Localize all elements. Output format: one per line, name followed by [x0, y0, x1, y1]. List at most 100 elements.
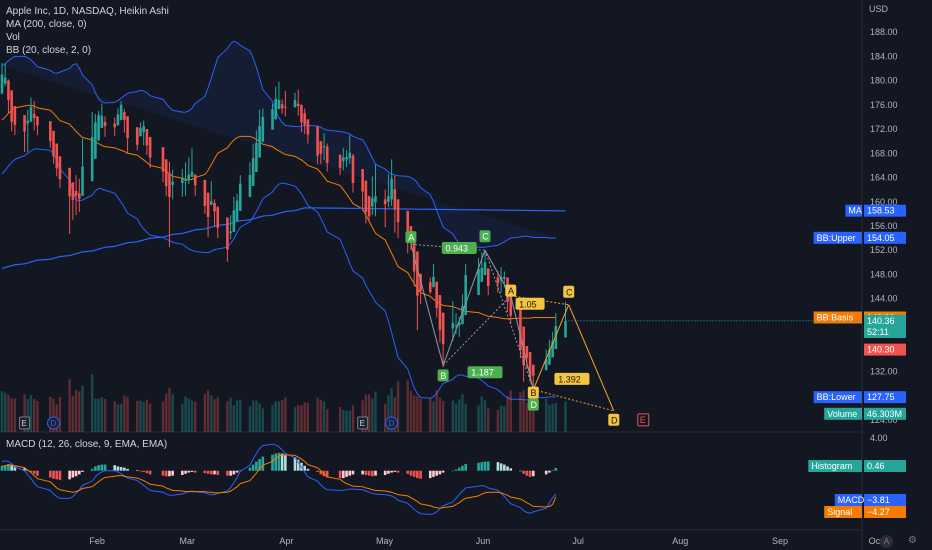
pattern-point-label: E	[640, 415, 646, 425]
macd-histogram-bar	[338, 470, 342, 479]
macd-histogram-bar	[454, 469, 458, 471]
macd-histogram-bar	[364, 470, 368, 476]
bb-lower-line	[1, 148, 556, 401]
volume-bar	[528, 402, 532, 432]
macd-histogram-bar	[383, 470, 387, 476]
candle-body	[193, 174, 197, 186]
ma-indicator-label[interactable]: MA (200, close, 0)	[6, 19, 87, 30]
volume-bar	[187, 398, 190, 432]
macd-badge-value-bg	[864, 506, 906, 518]
ratio-label: 1.392	[558, 374, 581, 384]
time-tick-label: Sep	[772, 536, 788, 546]
volume-bar	[297, 404, 300, 432]
price-badge-label-bg	[845, 204, 862, 217]
macd-line	[1, 443, 557, 515]
candle-body	[528, 352, 532, 378]
macd-histogram-bar	[303, 465, 306, 471]
volume-bar	[126, 396, 129, 432]
volume-bar	[409, 391, 413, 432]
price-badge-label: Volume	[827, 409, 857, 419]
volume-bar	[29, 395, 33, 432]
macd-badge-value-bg	[864, 460, 906, 472]
candle-body	[483, 262, 487, 276]
volume-bar	[271, 404, 274, 432]
volume-bar	[74, 389, 78, 432]
volume-bar	[519, 392, 522, 432]
macd-histogram-bar	[483, 461, 487, 471]
earnings-marker-bg	[19, 416, 31, 430]
volume-bar	[52, 398, 55, 432]
gear-icon[interactable]: ⚙	[908, 535, 917, 546]
candle-body	[544, 359, 548, 371]
macd-histogram-bar	[49, 470, 52, 478]
candle-body	[248, 175, 252, 197]
volume-bar	[136, 400, 139, 432]
candle-body	[284, 106, 287, 108]
candle-body	[293, 99, 297, 108]
price-badge-value-bg	[864, 326, 906, 339]
volume-indicator-label[interactable]: Vol	[6, 32, 20, 43]
volume-bar	[371, 398, 374, 432]
price-tick-label: 124.00	[870, 415, 898, 425]
price-tick-label: 176.00	[870, 100, 898, 110]
pattern-point-label: D	[531, 400, 538, 410]
macd-histogram-bar	[499, 463, 503, 471]
volume-bar	[181, 403, 184, 432]
candle-body	[428, 282, 432, 293]
candle-body	[451, 322, 455, 329]
macd-histogram-bar	[532, 470, 535, 477]
volume-bar	[435, 390, 438, 432]
candle-body	[374, 196, 377, 203]
macd-histogram-bar	[284, 455, 287, 471]
volume-bar	[232, 405, 236, 432]
macd-histogram-bar	[277, 452, 281, 471]
bb-indicator-label[interactable]: BB (20, close, 2, 0)	[6, 45, 92, 56]
macd-histogram-bar	[68, 470, 71, 480]
macd-histogram-bar	[325, 470, 329, 478]
symbol-title[interactable]: Apple Inc, 1D, NASDAQ, Heikin Ashi	[6, 6, 169, 17]
volume-bar	[390, 388, 393, 432]
ratio-label: 0.943	[445, 244, 468, 254]
candle-body	[187, 174, 191, 180]
macd-badge-label-bg	[808, 460, 862, 472]
price-badge-value: 140.30	[867, 345, 895, 355]
macd-histogram-bar	[319, 470, 323, 475]
candle-body	[97, 115, 100, 141]
macd-indicator-label[interactable]: MACD (12, 26, close, 9, EMA, EMA)	[6, 439, 168, 450]
candle-body	[496, 277, 500, 284]
pattern-ratio-line	[484, 250, 534, 390]
volume-bar	[367, 394, 371, 432]
macd-histogram-bar	[548, 470, 551, 473]
candle-body	[477, 269, 480, 296]
price-badge-label-bg	[824, 407, 862, 420]
macd-histogram-bar	[496, 462, 500, 471]
price-badge-value-bg	[864, 314, 906, 327]
price-badge-label-bg	[813, 311, 862, 324]
volume-bar	[145, 399, 149, 432]
candle-body	[412, 232, 416, 272]
candle-body	[123, 112, 126, 120]
volume-bar	[383, 403, 387, 432]
macd-histogram-bar	[393, 470, 397, 472]
volume-bar	[100, 397, 104, 432]
volume-bar	[103, 398, 107, 432]
pattern-point-label-bg	[637, 413, 650, 427]
volume-bar	[210, 395, 213, 432]
volume-bar	[348, 410, 351, 432]
macd-histogram-bar	[396, 470, 400, 473]
auto-scale-button[interactable]: A	[880, 535, 893, 548]
projection-ratio-line	[533, 389, 614, 412]
price-badge-value-bg	[864, 204, 906, 217]
pattern-point-label: A	[408, 233, 414, 243]
candle-body	[503, 276, 506, 279]
macd-histogram-bar	[135, 470, 139, 471]
volume-bar	[10, 398, 13, 432]
volume-bar	[345, 410, 348, 432]
volume-bar	[235, 400, 239, 432]
price-tick-label: 180.00	[870, 76, 898, 86]
macd-histogram-bar	[58, 470, 62, 480]
candle-body	[509, 289, 513, 316]
volume-bar	[139, 400, 142, 432]
candle-body	[522, 326, 525, 366]
